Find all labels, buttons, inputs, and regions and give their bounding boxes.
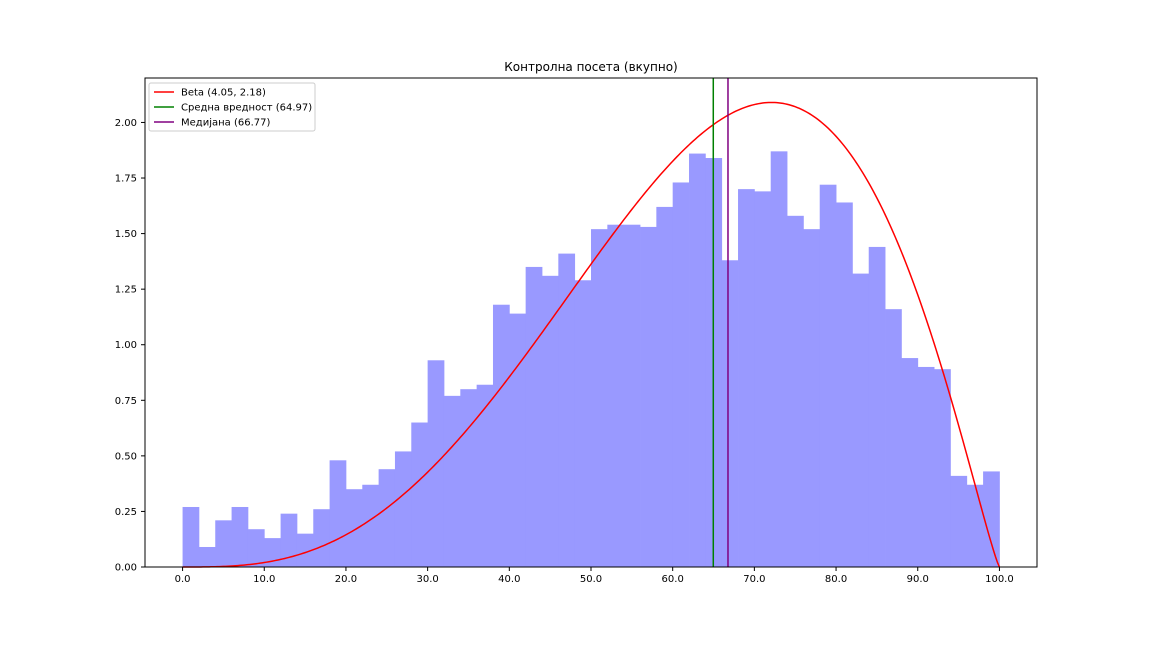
histogram-bar [378,469,396,567]
y-tick-label: 1.75 [115,174,137,185]
histogram-bar [868,246,886,567]
y-tick-label: 1.25 [115,285,137,296]
histogram-bar [476,384,494,567]
x-tick-label: 80.0 [825,574,847,585]
histogram-bar [362,484,380,567]
histogram-bar [917,366,935,567]
histogram-bar [819,184,837,567]
x-tick-label: 10.0 [253,574,275,585]
histogram-bar [345,489,363,567]
legend: Beta (4.05, 2.18) Средна вредност (64.97)… [148,82,316,132]
x-tick-label: 70.0 [743,574,765,585]
histogram-bar [640,226,657,567]
histogram-bar [313,509,331,567]
x-tick-label: 60.0 [662,574,684,585]
histogram-bar [394,451,412,567]
y-tick-label: 1.00 [115,340,137,351]
histogram-bar [950,475,968,567]
x-tick-label: 50.0 [580,574,602,585]
chart-title: Контролна посета (вкупно) [504,60,677,74]
y-tick-label: 0.00 [115,563,137,574]
x-tick-label: 40.0 [498,574,520,585]
histogram-bar [754,191,772,568]
histogram-bar [983,471,1000,567]
histogram-bar [591,229,608,568]
x-tick-label: 0.0 [175,574,191,585]
histogram-bar [329,460,347,567]
histogram-bar [852,273,870,567]
histogram-bar [836,202,853,568]
y-tick-label: 0.75 [115,396,137,407]
histogram-bar [460,389,478,567]
histogram-bar [885,309,902,567]
histogram-bar [787,215,804,568]
histogram-bar [198,546,216,567]
histogram-bar [182,506,200,567]
histogram-bar [492,304,510,567]
legend-box [148,82,316,132]
histogram-bar [509,313,527,567]
histogram-bar [672,182,690,567]
histogram-bar [689,153,706,567]
histogram-bar [607,224,625,567]
histogram-bar [247,529,265,567]
histogram-bar [231,506,249,567]
histogram-bar [934,369,951,567]
y-tick-label: 0.50 [115,451,137,462]
histogram-bar [721,260,739,567]
histogram-bar [656,206,674,567]
y-tick-label: 0.25 [115,507,137,518]
histogram-bar [296,533,314,567]
histogram-bar [280,513,298,567]
beta-fit-line [182,101,1001,568]
x-tick-label: 30.0 [416,574,438,585]
histogram-bar [215,520,232,567]
histogram-bar [901,358,919,567]
histogram-bar [770,151,788,567]
histogram-bar [623,224,641,567]
x-tick-label: 100.0 [985,574,1014,585]
legend-label: Beta (4.05, 2.18) [181,88,266,99]
histogram-bars [182,151,1000,568]
y-axis-ticks: 0.00 0.25 0.50 0.75 1.00 1.25 1.50 1.75 2.00 [115,118,145,574]
legend-label: Средна вредност (64.97) [181,103,312,114]
x-tick-label: 90.0 [907,574,929,585]
y-tick-label: 1.50 [115,229,137,240]
x-tick-label: 20.0 [335,574,357,585]
x-axis-ticks: 0.0 10.0 20.0 30.0 40.0 50.0 60.0 70.0 80.0 90.0 1… [175,567,1014,585]
histogram-bar [738,189,755,568]
histogram-bar [803,229,821,568]
histogram-bar [541,275,559,567]
histogram-bar [966,484,984,567]
y-tick-label: 2.00 [115,118,137,129]
histogram-bar [574,280,592,567]
series-lines [182,78,1001,568]
legend-label: Медијана (66.77) [181,117,270,129]
histogram-bar [558,253,576,567]
histogram-bar [525,266,543,567]
histogram-bar [443,395,461,567]
histogram-bar [411,422,429,567]
